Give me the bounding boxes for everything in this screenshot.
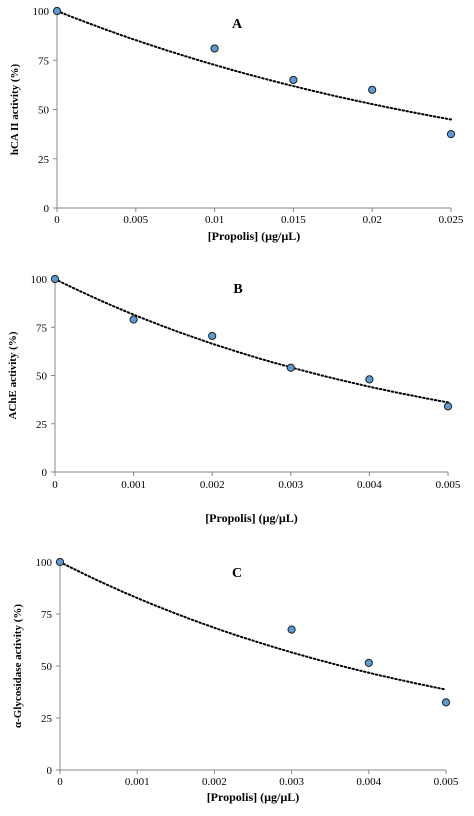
y-tick-label: 100 (31, 274, 48, 286)
x-tick-label: 0.002 (200, 479, 225, 491)
x-tick-label: 0.001 (125, 776, 150, 788)
y-tick-label: 25 (38, 154, 50, 166)
data-point (441, 698, 451, 707)
data-point (286, 363, 295, 372)
y-axis-label: AChE activity (%) (7, 331, 19, 419)
chart-panel-b: 0 25 50 75 100 0 0.001 0.002 0.003 0.004 0.005 [Pro… (7, 274, 461, 525)
data-point (50, 274, 60, 284)
data-point (364, 658, 373, 667)
y-tick-label: 75 (36, 322, 48, 334)
x-tick-label: 0.003 (278, 479, 303, 491)
y-tick-label: 25 (41, 713, 53, 725)
y-tick-label: 50 (41, 661, 53, 673)
data-point (365, 375, 374, 384)
y-tick-label: 25 (36, 419, 48, 431)
data-point (52, 6, 62, 16)
data-point (368, 85, 377, 94)
data-point (129, 315, 138, 324)
y-tick-label: 75 (41, 609, 53, 621)
x-tick-label: 0.005 (436, 479, 461, 491)
y-axis-label: α-Glycosidase activity (%) (12, 604, 24, 728)
data-point (443, 402, 453, 411)
x-axis-label: [Propolis] (µg/µL) (207, 790, 300, 804)
x-tick-label: 0.005 (123, 214, 148, 226)
x-tick-label: 0.004 (357, 479, 382, 491)
y-tick-label: 50 (38, 105, 50, 117)
x-tick-label: 0.002 (202, 776, 227, 788)
y-tick-label: 0 (47, 765, 53, 777)
x-axis-label: [Propolis] (µg/µL) (208, 229, 301, 243)
chart-panel-a: 0 25 50 75 100 0 0.005 0.01 0.015 0.02 0.025 [Propo… (9, 6, 464, 243)
panel-label: C (232, 566, 242, 581)
data-point (287, 625, 296, 634)
x-tick-label: 0.003 (279, 776, 304, 788)
data-point (55, 557, 65, 567)
x-tick-label: 0.025 (439, 214, 464, 226)
panel-label: B (233, 282, 242, 297)
x-tick-label: 0.015 (281, 214, 306, 226)
trendline (54, 278, 449, 404)
x-axis-label: [Propolis] (µg/µL) (205, 511, 298, 525)
panel-label: A (232, 17, 243, 32)
y-tick-label: 0 (44, 203, 50, 215)
trendline (59, 561, 447, 691)
x-tick-label: 0.004 (356, 776, 381, 788)
trendline (56, 10, 452, 121)
x-tick-label: 0.001 (121, 479, 146, 491)
x-tick-label: 0 (52, 479, 58, 491)
y-tick-label: 100 (33, 6, 50, 18)
y-tick-label: 100 (36, 557, 53, 569)
y-tick-label: 75 (38, 55, 50, 67)
x-tick-label: 0.02 (363, 214, 382, 226)
data-point (446, 130, 456, 139)
x-tick-label: 0 (54, 214, 60, 226)
x-tick-label: 0 (57, 776, 63, 788)
y-tick-label: 0 (42, 467, 48, 479)
x-tick-label: 0.01 (205, 214, 224, 226)
x-tick-label: 0.005 (434, 776, 459, 788)
data-point (208, 331, 217, 341)
data-point (289, 75, 298, 85)
y-tick-label: 50 (36, 371, 48, 383)
y-axis-label: hCA II activity (%) (9, 63, 21, 155)
data-point (210, 44, 219, 53)
chart-panel-c: 0 25 50 75 100 0 0.001 0.002 0.003 0.004 0.005 [Pro… (12, 557, 459, 804)
